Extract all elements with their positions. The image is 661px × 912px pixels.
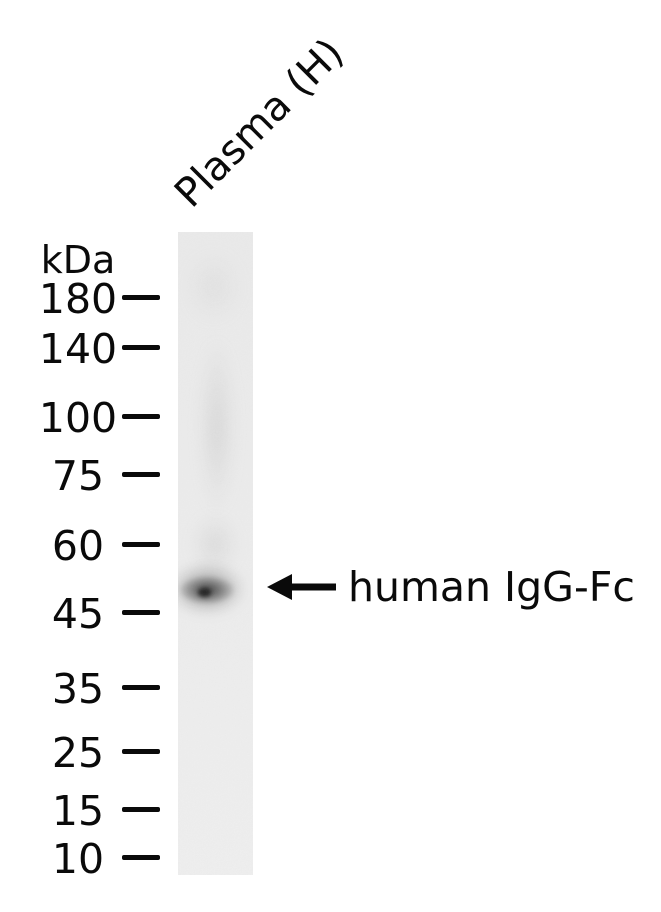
kda-unit-label: kDa — [40, 238, 116, 282]
ladder-tick — [122, 295, 160, 300]
ladder-tick — [122, 414, 160, 419]
ladder-tick — [122, 855, 160, 860]
ladder-tick — [122, 685, 160, 690]
band-annotation: human IgG-Fc — [348, 563, 635, 611]
ladder-label: 45 — [51, 590, 105, 638]
ladder-tick — [122, 807, 160, 812]
lane-grain-texture — [178, 232, 253, 875]
left-arrow-icon — [267, 574, 336, 600]
ladder-tick — [122, 472, 160, 477]
ladder-label: 100 — [38, 394, 118, 442]
ladder-tick — [122, 610, 160, 615]
ladder-label: 35 — [51, 665, 105, 713]
ladder-label: 10 — [51, 835, 105, 883]
ladder-tick — [122, 345, 160, 350]
blot-lane — [178, 232, 253, 875]
ladder-label: 140 — [38, 325, 118, 373]
ladder-label: 60 — [51, 522, 105, 570]
ladder-label: 25 — [51, 729, 105, 777]
ladder-tick — [122, 749, 160, 754]
lane-title: Plasma (H) — [166, 29, 353, 217]
ladder-tick — [122, 542, 160, 547]
ladder-label: 15 — [51, 787, 105, 835]
ladder-label: 75 — [51, 452, 105, 500]
ladder-label: 180 — [38, 275, 118, 323]
